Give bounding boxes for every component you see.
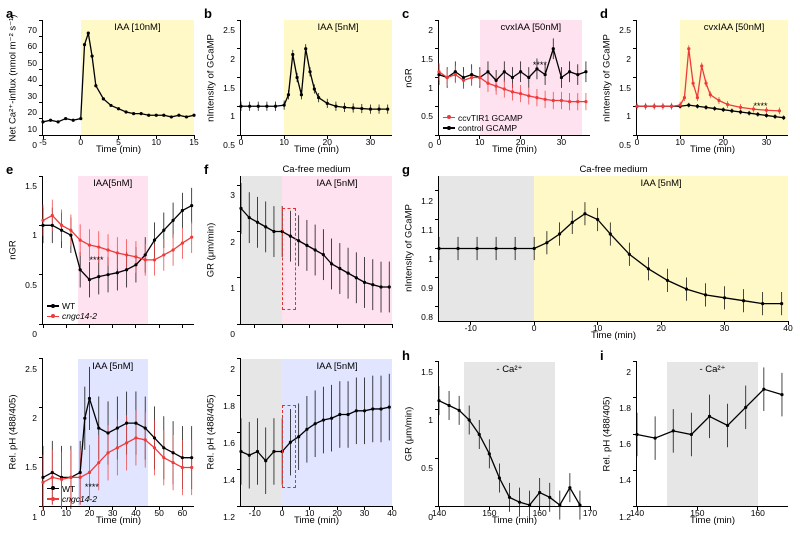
chart-h: 14015016017000.511.5GR (μm/min)Time (min… (438, 362, 590, 508)
panel-e: e 00.511.5nGRIAA[5nM]****WTcngc14-2 0102… (8, 164, 198, 529)
chart-f-top: 0123GR (μm/min)Ca-free mediumIAA [5nM] (240, 176, 392, 325)
panel-d: d 01020300.511.522.5nIntensity of GCaMPT… (602, 8, 792, 158)
panel-label-e: e (6, 162, 13, 177)
y-axis-label: nGR (404, 68, 415, 88)
legend: WTcngc14-2 (47, 484, 97, 504)
panel-f-stack: 0123GR (μm/min)Ca-free mediumIAA [5nM] -… (206, 164, 396, 529)
chart-b: 01020300.511.522.5nIntensity of GCaMPTim… (240, 20, 392, 136)
figure-grid: a -5051015010203040506070Net Ca²⁺-influx… (8, 8, 792, 529)
treatment-label: - Ca²⁺ (496, 364, 522, 375)
y-axis-label: nIntensity of GCaMP (206, 34, 217, 122)
panel-label-g: g (402, 162, 410, 177)
panel-label-f: f (204, 162, 208, 177)
panel-label-b: b (204, 6, 212, 21)
panel-e-stack: 00.511.5nGRIAA[5nM]****WTcngc14-2 010203… (8, 164, 198, 529)
chart-d: 01020300.511.522.5nIntensity of GCaMPTim… (636, 20, 788, 136)
x-axis-label: Time (min) (591, 330, 636, 341)
chart-e-bottom: 010203040506011.522.5Rel. pH (488/405)Ti… (42, 359, 194, 508)
treatment-label: IAA[5nM] (93, 178, 132, 189)
y-axis-label: Rel. pH (488/405) (602, 396, 613, 471)
significance-marker: **** (89, 255, 103, 265)
panel-label-i: i (600, 348, 604, 363)
panel-g: g -100102030400.80.911.11.2nIntensity of… (404, 164, 792, 344)
panel-label-a: a (6, 6, 13, 21)
treatment-label: IAA [5nM] (317, 22, 358, 33)
y-axis-label: nIntensity of GCaMP (404, 204, 415, 292)
panel-label-h: h (402, 348, 410, 363)
y-axis-label: Rel. pH (488/405) (206, 395, 217, 470)
x-axis-label: Time (min) (294, 144, 339, 155)
x-axis-label: Time (min) (96, 144, 141, 155)
chart-a: -5051015010203040506070Net Ca²⁺-influx (… (42, 20, 194, 136)
legend: WTcngc14-2 (47, 301, 97, 321)
treatment-label: cvxIAA [50nM] (500, 22, 561, 33)
y-axis-label: Rel. pH (488/405) (8, 395, 19, 470)
chart-g: -100102030400.80.911.11.2nIntensity of G… (438, 176, 788, 322)
panel-c: c 010203000.511.52nGRTime (min)cvxIAA [5… (404, 8, 594, 158)
panel-label-d: d (600, 6, 608, 21)
x-axis-label: Time (min) (690, 144, 735, 155)
treatment-label: IAA [5nM] (640, 178, 681, 189)
panel-g-area: g -100102030400.80.911.11.2nIntensity of… (404, 164, 792, 529)
panel-b: b 01020300.511.522.5nIntensity of GCaMPT… (206, 8, 396, 158)
significance-marker: **** (533, 60, 547, 70)
panel-f: f 0123GR (μm/min)Ca-free mediumIAA [5nM]… (206, 164, 396, 529)
treatment-label: IAA [5nM] (92, 361, 133, 372)
chart-title: Ca-free medium (282, 164, 350, 175)
treatment-label: IAA [5nM] (316, 361, 357, 372)
x-axis-label: Time (min) (492, 144, 537, 155)
chart-e-top: 00.511.5nGRIAA[5nM]****WTcngc14-2 (42, 176, 194, 325)
panel-label-c: c (402, 6, 409, 21)
treatment-label: cvxIAA [50nM] (704, 22, 765, 33)
chart-i: 1401501601.21.41.61.82Rel. pH (488/405)T… (636, 362, 788, 508)
significance-marker: **** (753, 101, 767, 111)
panel-h: h 14015016017000.511.5GR (μm/min)Time (m… (404, 350, 594, 530)
y-axis-label: GR (μm/min) (404, 406, 415, 461)
x-axis-label: Time (min) (690, 515, 735, 526)
y-axis-label: nGR (8, 240, 19, 260)
legend: ccvTIR1 GCAMPcontrol GCAMP (443, 113, 523, 133)
panel-i: i 1401501601.21.41.61.82Rel. pH (488/405… (602, 350, 792, 530)
treatment-label: IAA [5nM] (316, 178, 357, 189)
x-axis-label: Time (min) (96, 515, 141, 526)
y-axis-label: GR (μm/min) (206, 222, 217, 277)
chart-c: 010203000.511.52nGRTime (min)cvxIAA [50n… (438, 20, 590, 136)
x-axis-label: Time (min) (294, 515, 339, 526)
chart-f-bottom: -100102030401.21.41.61.82Rel. pH (488/40… (240, 359, 392, 508)
y-axis-label: nIntensity of GCaMP (602, 34, 613, 122)
x-axis-label: Time (min) (492, 515, 537, 526)
panel-a: a -5051015010203040506070Net Ca²⁺-influx… (8, 8, 198, 158)
y-axis-label: Net Ca²⁺-influx (nmol m⁻² s⁻¹) (8, 14, 19, 141)
treatment-label: - Ca²⁺ (699, 364, 725, 375)
treatment-label: IAA [10nM] (114, 22, 160, 33)
chart-title: Ca-free medium (579, 164, 647, 175)
